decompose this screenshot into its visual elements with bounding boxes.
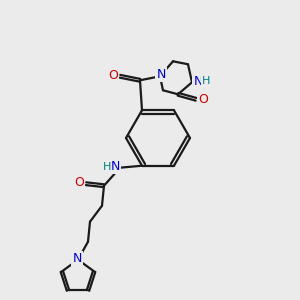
Text: N: N <box>72 252 82 265</box>
Text: N: N <box>156 68 166 81</box>
Text: O: O <box>74 176 84 189</box>
Text: N: N <box>193 75 203 88</box>
Text: O: O <box>198 93 208 106</box>
Text: N: N <box>110 160 120 173</box>
Text: O: O <box>108 69 118 82</box>
Text: H: H <box>202 76 210 86</box>
Text: H: H <box>103 162 111 172</box>
